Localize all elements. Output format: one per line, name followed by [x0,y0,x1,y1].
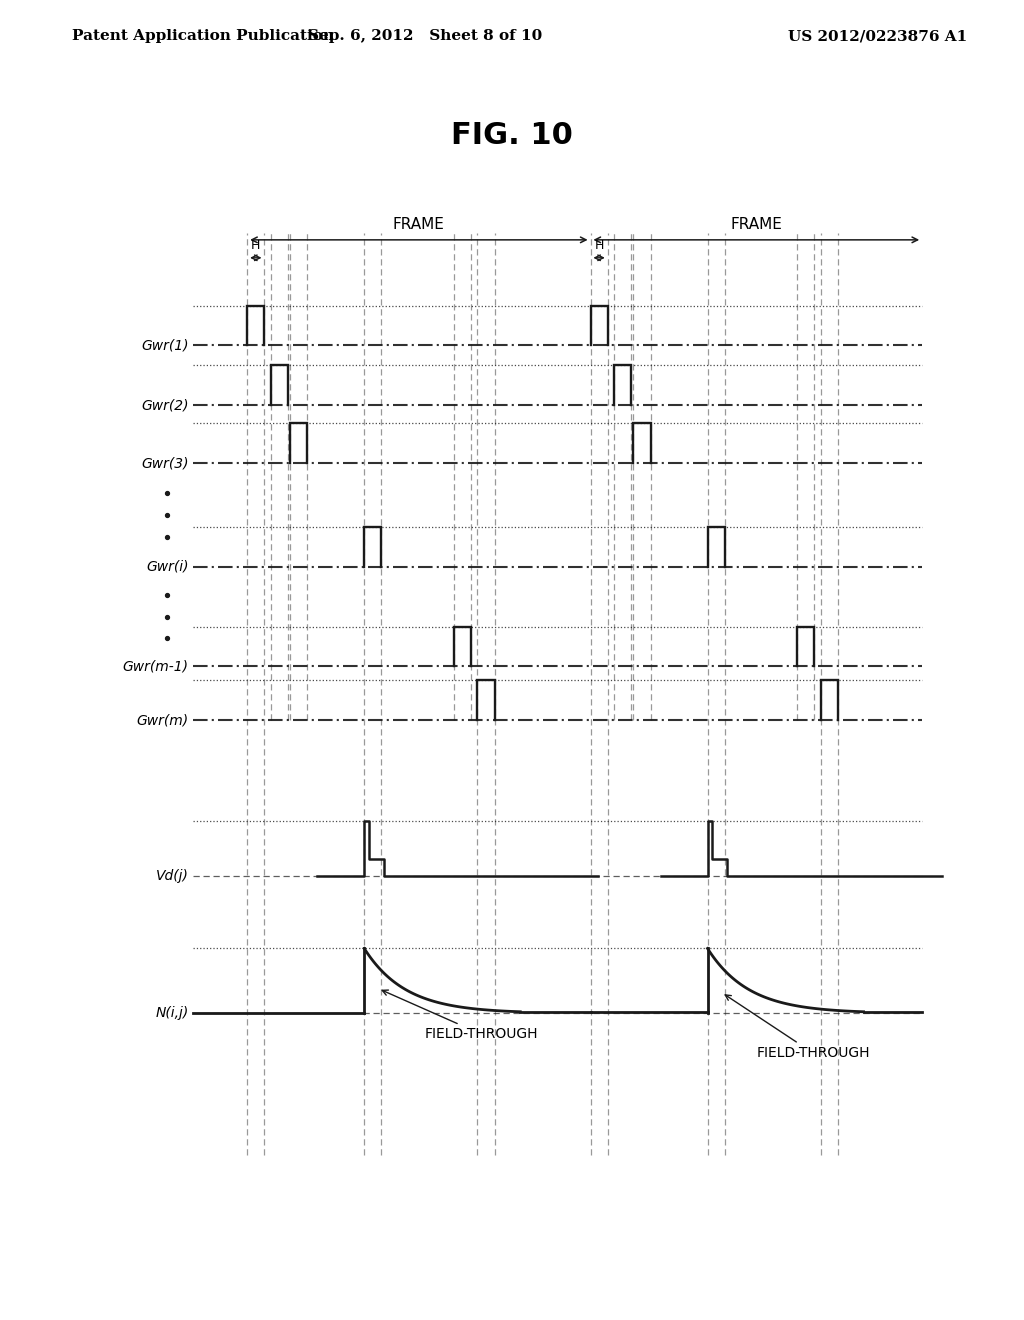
Text: US 2012/0223876 A1: US 2012/0223876 A1 [788,29,968,44]
Text: Gwr(2): Gwr(2) [141,399,188,412]
Text: FIELD-THROUGH: FIELD-THROUGH [725,995,870,1060]
Text: H: H [594,239,604,252]
Text: FRAME: FRAME [730,216,782,232]
Text: FRAME: FRAME [393,216,444,232]
Text: Vd(j): Vd(j) [156,869,188,883]
Text: Sep. 6, 2012   Sheet 8 of 10: Sep. 6, 2012 Sheet 8 of 10 [308,29,542,44]
Text: Gwr(m-1): Gwr(m-1) [123,660,188,673]
Text: Patent Application Publication: Patent Application Publication [72,29,334,44]
Text: FIG. 10: FIG. 10 [451,121,573,149]
Text: Gwr(m): Gwr(m) [136,713,188,727]
Text: Gwr(3): Gwr(3) [141,457,188,470]
Text: Gwr(1): Gwr(1) [141,338,188,352]
Text: FIELD-THROUGH: FIELD-THROUGH [382,990,539,1041]
Text: H: H [251,239,260,252]
Text: Gwr(i): Gwr(i) [146,560,188,574]
Text: N(i,j): N(i,j) [156,1006,188,1020]
